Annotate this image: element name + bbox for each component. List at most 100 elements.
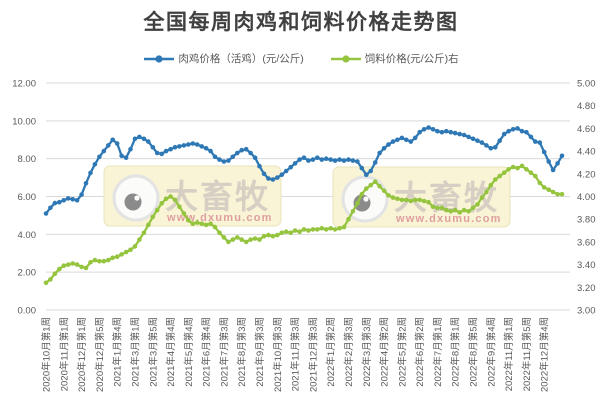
data-point-marker <box>395 137 400 143</box>
legend-marker-broiler-icon <box>144 54 175 63</box>
data-point-marker <box>230 154 236 160</box>
y-axis-label-left: 12.00 <box>12 79 36 90</box>
data-point-marker <box>146 139 151 144</box>
data-point-marker <box>101 148 107 154</box>
x-axis-label: 2021年5月第4周 <box>183 317 195 387</box>
x-axis-label: 2021年1月第4周 <box>112 317 124 387</box>
data-point-marker <box>377 184 382 189</box>
data-point-marker <box>506 128 511 134</box>
data-point-marker <box>350 158 356 163</box>
data-point-marker <box>444 207 449 213</box>
data-point-marker <box>381 188 387 194</box>
watermark-logo-highlight <box>363 196 369 202</box>
legend-item-feed-price: 饲料价格(元/公斤)右 <box>330 51 459 66</box>
x-axis-label: 2021年3月第1周 <box>129 317 141 387</box>
data-point-marker <box>243 146 249 152</box>
data-point-marker <box>52 271 58 277</box>
data-point-marker <box>493 145 498 150</box>
data-point-marker <box>319 226 325 231</box>
data-point-marker <box>132 244 138 249</box>
x-axis-label: 2022年1月第2周 <box>325 317 337 387</box>
data-point-marker <box>408 139 414 144</box>
x-axis-label: 2022年8月第5周 <box>468 317 480 387</box>
data-point-marker <box>252 155 258 160</box>
data-point-marker <box>332 158 338 163</box>
y-axis-label-left: 8.00 <box>18 154 37 165</box>
data-point-marker <box>346 216 351 222</box>
data-point-marker <box>470 136 476 142</box>
data-point-marker <box>381 146 387 151</box>
data-point-marker <box>65 196 71 201</box>
x-axis-label: 2022年11月第5周 <box>521 317 533 391</box>
data-point-marker <box>159 151 164 157</box>
data-point-marker <box>439 205 445 211</box>
data-point-marker <box>448 209 454 214</box>
data-point-marker <box>533 139 538 144</box>
data-point-marker <box>106 257 111 263</box>
data-point-marker <box>461 207 467 213</box>
data-point-marker <box>484 189 489 195</box>
data-point-marker <box>497 138 503 143</box>
data-point-marker <box>457 131 463 137</box>
data-point-marker <box>163 196 169 202</box>
data-point-marker <box>275 175 280 180</box>
data-point-marker <box>372 160 378 165</box>
data-point-marker <box>337 157 342 162</box>
data-point-marker <box>359 191 365 197</box>
x-axis-label: 2021年6月第4周 <box>201 317 213 387</box>
data-point-marker <box>186 142 191 147</box>
data-point-marker <box>297 229 302 234</box>
y-axis-label-right: 4.40 <box>577 147 596 158</box>
data-point-marker <box>288 230 294 236</box>
data-point-marker <box>537 140 543 145</box>
data-point-marker <box>292 228 298 233</box>
data-point-marker <box>114 254 120 259</box>
data-point-marker <box>310 157 316 162</box>
data-point-marker <box>61 263 67 269</box>
x-axis-label: 2020年12月第1周 <box>76 317 88 392</box>
data-point-marker <box>172 145 178 150</box>
series-markers-broiler <box>43 125 565 216</box>
data-point-marker <box>279 172 285 177</box>
data-point-marker <box>461 132 467 138</box>
data-point-marker <box>270 233 276 239</box>
data-point-marker <box>235 150 240 156</box>
data-point-marker <box>550 189 556 195</box>
data-point-marker <box>550 167 556 173</box>
data-point-marker <box>524 167 529 172</box>
data-point-marker <box>497 173 503 179</box>
data-point-marker <box>194 220 200 225</box>
data-point-marker <box>390 195 396 200</box>
data-point-marker <box>475 202 480 207</box>
y-axis-label-right: 3.40 <box>577 260 596 271</box>
data-point-marker <box>248 237 253 242</box>
data-point-marker <box>350 209 356 214</box>
watermark-logo-eye-icon <box>124 193 142 211</box>
data-point-marker <box>61 198 67 203</box>
data-point-marker <box>323 227 329 232</box>
data-point-marker <box>452 130 458 136</box>
data-point-marker <box>217 230 222 236</box>
data-point-marker <box>501 170 507 175</box>
data-point-marker <box>528 134 534 140</box>
data-point-marker <box>395 196 400 202</box>
data-point-marker <box>137 134 142 140</box>
data-point-marker <box>194 142 200 147</box>
data-point-marker <box>292 161 298 166</box>
data-point-marker <box>484 143 489 148</box>
data-point-marker <box>470 205 476 211</box>
data-point-marker <box>283 229 289 234</box>
data-point-marker <box>181 211 187 216</box>
data-point-marker <box>559 191 565 197</box>
data-point-marker <box>243 239 249 245</box>
data-point-marker <box>430 204 436 209</box>
y-axis-label-left: 6.00 <box>18 192 37 203</box>
x-axis-label: 2021年7月第3周 <box>218 317 230 387</box>
data-point-marker <box>546 159 551 164</box>
data-point-marker <box>168 146 173 152</box>
data-point-marker <box>319 157 325 162</box>
data-point-marker <box>106 143 111 148</box>
data-point-marker <box>114 141 120 146</box>
data-point-marker <box>510 127 516 132</box>
